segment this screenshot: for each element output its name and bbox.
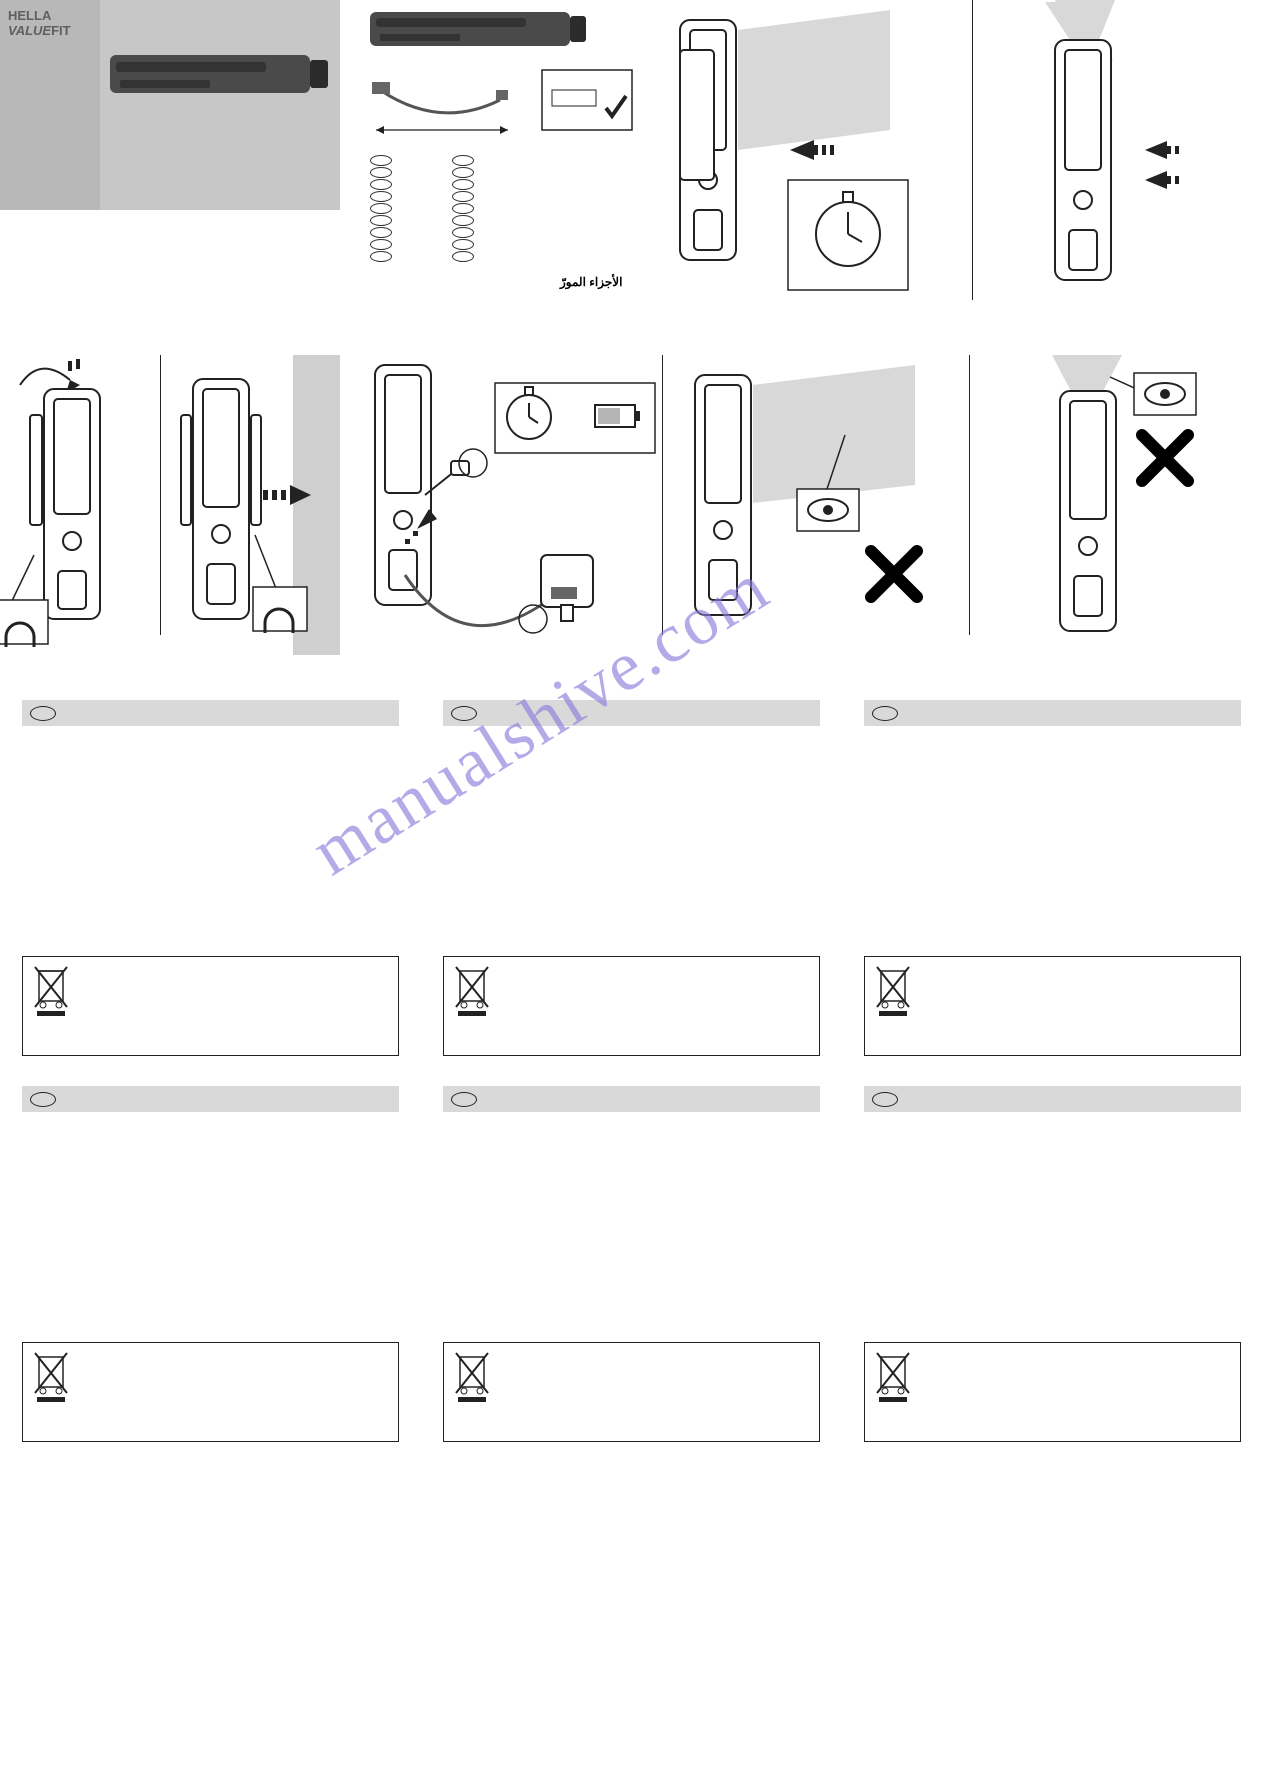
magnet-wall-diagram [173,355,340,655]
weee-icon [452,965,492,1021]
lang-oval-icon [872,706,898,721]
warning-flood-panel [675,355,957,660]
brand-line1: HELLA [8,8,51,23]
disposal-box [443,1342,820,1442]
brand-line2: VALUE [8,23,51,38]
charging-panel [340,355,650,660]
disposal-box [864,1342,1241,1442]
contents-panel: الأجزاء المورّ [340,0,640,315]
lang-oval-icon [451,1092,477,1107]
weee-icon [452,1351,492,1407]
brand-line3: FIT [51,23,71,38]
lang-block-1 [0,700,421,1086]
weee-icon [873,965,913,1021]
weee-icon [31,965,71,1021]
lang-oval-icon [872,1092,898,1107]
lang-block-3 [842,700,1263,1086]
lang-oval-icon [451,706,477,721]
lang-block-2 [421,700,842,1086]
lang-block-4 [0,1086,421,1472]
lang-block-5 [421,1086,842,1472]
arabic-label: الأجزاء المورّ [560,275,622,289]
lang-oval-icon [30,1092,56,1107]
operation-panel-1 [640,0,960,315]
warning-spot-panel [982,355,1263,660]
disposal-box [22,956,399,1056]
lang-block-6 [842,1086,1263,1472]
disposal-box [443,956,820,1056]
product-outline-top [370,0,600,60]
weee-icon [873,1351,913,1407]
operation-panel-2 [985,0,1245,315]
language-blocks [0,700,1263,1472]
disposal-box [864,956,1241,1056]
usb-cable-diagram [370,60,650,145]
hero-block: HELLA VALUEFIT [0,0,340,210]
lang-oval-icon [30,706,56,721]
lang-header [22,700,399,726]
hero-product-image [100,0,340,210]
magnet-panel [0,355,340,660]
language-ovals [370,155,640,262]
weee-icon [31,1351,71,1407]
disposal-box [22,1342,399,1442]
brand-logo: HELLA VALUEFIT [0,0,100,210]
